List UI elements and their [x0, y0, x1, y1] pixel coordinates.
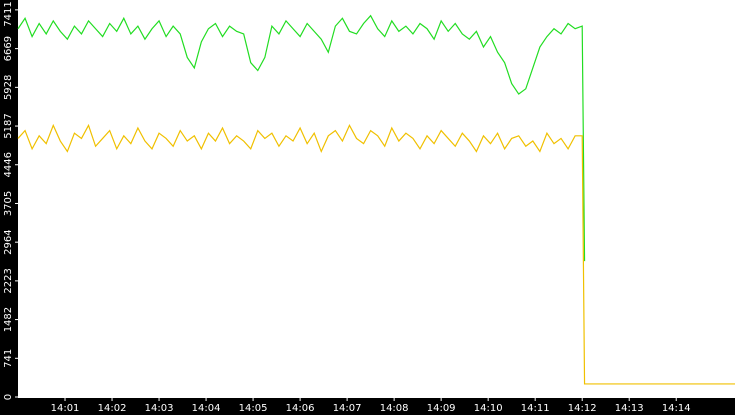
- y-tick-label: 7411: [3, 1, 14, 26]
- series-line: [17, 123, 735, 385]
- y-tick-label: 3705: [3, 191, 14, 216]
- y-tick-label: 4446: [3, 152, 14, 177]
- x-tick-label: 14:14: [662, 403, 691, 414]
- x-tick-label: 14:10: [474, 403, 503, 414]
- x-tick-label: 14:02: [98, 403, 127, 414]
- x-tick-label: 14:13: [615, 403, 644, 414]
- y-axis-strip: [0, 0, 18, 415]
- y-tick-label: 0: [3, 394, 14, 400]
- x-tick-label: 14:04: [192, 403, 221, 414]
- y-tick-label: 5187: [3, 113, 14, 138]
- y-tick-label: 2223: [3, 268, 14, 293]
- x-tick-label: 14:09: [427, 403, 456, 414]
- y-tick-label: 1482: [3, 307, 14, 332]
- x-tick-label: 14:07: [333, 403, 362, 414]
- x-tick-label: 14:05: [239, 403, 268, 414]
- x-axis-strip: [0, 398, 735, 415]
- y-tick-label: 6669: [3, 36, 14, 61]
- y-tick-label: 2964: [3, 229, 14, 254]
- x-tick-label: 14:03: [145, 403, 174, 414]
- x-tick-label: 14:11: [521, 403, 550, 414]
- x-tick-label: 14:12: [568, 403, 597, 414]
- x-tick-label: 14:01: [51, 403, 80, 414]
- y-tick-label: 741: [3, 349, 14, 368]
- x-tick-label: 14:06: [286, 403, 315, 414]
- y-tick-label: 5928: [3, 75, 14, 100]
- series-line: [17, 14, 586, 262]
- x-tick-label: 14:08: [380, 403, 409, 414]
